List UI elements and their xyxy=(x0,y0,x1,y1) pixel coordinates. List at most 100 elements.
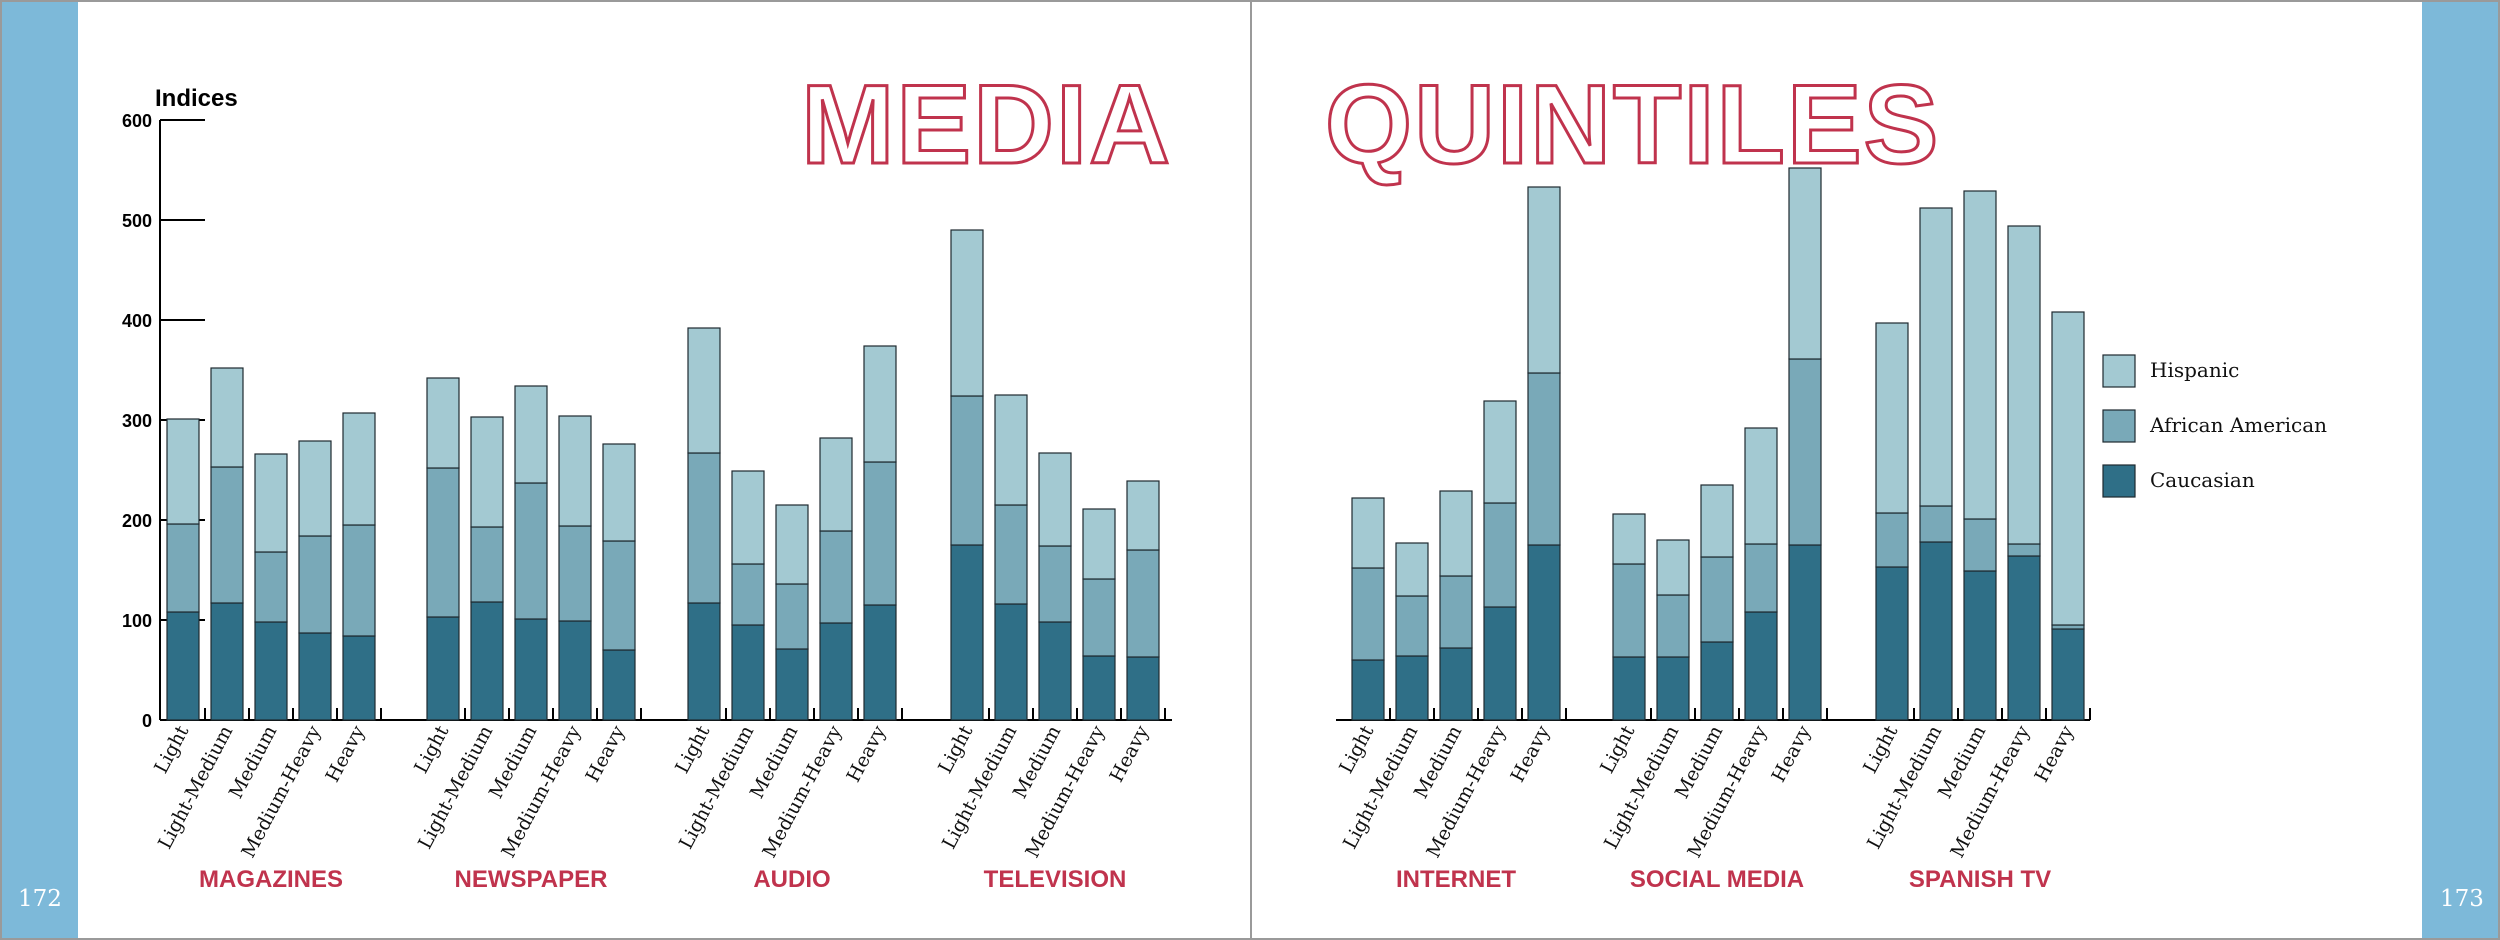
bar-segment-television-african-american xyxy=(994,504,1028,605)
bar-segment-audio-caucasian xyxy=(775,648,809,721)
bar-segment-newspaper-african-american xyxy=(514,482,548,620)
bar-segment-social-media-hispanic xyxy=(1612,513,1646,565)
bar-segment-magazines-caucasian xyxy=(298,632,332,721)
legend-label-hispanic: Hispanic xyxy=(2150,358,2239,382)
bar-segment-television-caucasian xyxy=(950,544,984,721)
bar-segment-spanish-tv-hispanic xyxy=(1875,322,1909,514)
x-tick-label: Light xyxy=(1596,722,1639,777)
page-gutter xyxy=(1250,0,1252,940)
bar-segment-spanish-tv-caucasian xyxy=(2051,628,2085,721)
bar-segment-social-media-caucasian xyxy=(1700,641,1734,721)
legend-swatch-caucasian xyxy=(2102,464,2136,498)
bar-segment-magazines-hispanic xyxy=(254,453,288,553)
bar-segment-social-media-caucasian xyxy=(1788,544,1822,721)
group-label-television: TELEVISION xyxy=(984,866,1127,893)
bar-segment-newspaper-african-american xyxy=(470,526,504,603)
group-label-internet: INTERNET xyxy=(1396,866,1516,893)
bar-segment-internet-caucasian xyxy=(1351,659,1385,721)
bar-segment-newspaper-caucasian xyxy=(470,601,504,721)
legend-label-caucasian: Caucasian xyxy=(2150,468,2255,492)
x-tick-label: Light xyxy=(1859,722,1902,777)
bar-segment-social-media-african-american xyxy=(1700,556,1734,643)
bar-segment-spanish-tv-hispanic xyxy=(1963,190,1997,520)
x-tick-label: Light xyxy=(1335,722,1378,777)
bar-segment-social-media-african-american xyxy=(1788,358,1822,546)
bar-segment-social-media-hispanic xyxy=(1700,484,1734,558)
bar-segment-newspaper-hispanic xyxy=(426,377,460,469)
bar-segment-audio-caucasian xyxy=(819,622,853,721)
bar-segment-newspaper-african-american xyxy=(602,540,636,651)
bar-segment-spanish-tv-caucasian xyxy=(1919,541,1953,721)
bar-segment-television-african-american xyxy=(1126,549,1160,658)
bar-segment-social-media-caucasian xyxy=(1744,611,1778,721)
bar-segment-audio-african-american xyxy=(731,563,765,626)
x-tick-label: Heavy xyxy=(1106,722,1154,786)
bar-segment-spanish-tv-african-american xyxy=(1875,512,1909,568)
chart-title-right: QUINTILES xyxy=(1325,62,1940,187)
bar-segment-magazines-caucasian xyxy=(254,621,288,721)
y-tick-label: 200 xyxy=(122,511,152,531)
bar-segment-newspaper-hispanic xyxy=(602,443,636,542)
bar-segment-newspaper-caucasian xyxy=(558,620,592,721)
bar-segment-audio-hispanic xyxy=(775,504,809,585)
y-tick-label: 0 xyxy=(142,711,152,731)
bar-segment-social-media-african-american xyxy=(1656,594,1690,658)
bar-segment-audio-african-american xyxy=(863,461,897,606)
left-page-sidebar xyxy=(0,0,78,940)
x-tick-label: Light xyxy=(671,722,714,777)
bar-segment-television-hispanic xyxy=(1082,508,1116,580)
bar-segment-internet-hispanic xyxy=(1483,400,1517,504)
left-page-number: 172 xyxy=(18,886,62,912)
bar-segment-television-caucasian xyxy=(1082,655,1116,721)
y-axis-title: Indices xyxy=(155,85,238,112)
bar-segment-social-media-hispanic xyxy=(1656,539,1690,596)
y-tick-label: 400 xyxy=(122,311,152,331)
bar-segment-television-hispanic xyxy=(950,229,984,397)
bar-segment-spanish-tv-caucasian xyxy=(1963,570,1997,721)
bar-segment-internet-hispanic xyxy=(1351,497,1385,569)
bar-segment-social-media-african-american xyxy=(1744,543,1778,613)
bar-segment-magazines-hispanic xyxy=(210,367,244,468)
bar-segment-social-media-caucasian xyxy=(1612,656,1646,721)
bar-segment-television-caucasian xyxy=(1038,621,1072,721)
x-tick-label: Heavy xyxy=(1507,722,1555,786)
right-page-sidebar xyxy=(2422,0,2500,940)
y-tick-label: 500 xyxy=(122,211,152,231)
bar-segment-internet-caucasian xyxy=(1439,647,1473,721)
bar-segment-audio-hispanic xyxy=(731,470,765,565)
bar-segment-television-caucasian xyxy=(1126,656,1160,721)
bar-segment-magazines-african-american xyxy=(254,551,288,623)
bar-segment-social-media-hispanic xyxy=(1788,167,1822,360)
bar-segment-newspaper-caucasian xyxy=(602,649,636,721)
bar-segment-magazines-african-american xyxy=(210,466,244,604)
bar-segment-spanish-tv-hispanic xyxy=(2007,225,2041,545)
bar-segment-television-hispanic xyxy=(994,394,1028,506)
x-tick-label: Heavy xyxy=(2031,722,2079,786)
bar-segment-television-hispanic xyxy=(1038,452,1072,547)
bar-segment-audio-hispanic xyxy=(687,327,721,454)
bar-segment-audio-caucasian xyxy=(687,602,721,721)
bar-segment-magazines-hispanic xyxy=(166,418,200,525)
bar-segment-audio-african-american xyxy=(819,530,853,624)
bar-segment-audio-hispanic xyxy=(863,345,897,463)
bar-segment-spanish-tv-african-american xyxy=(1963,518,1997,572)
bar-segment-magazines-african-american xyxy=(298,535,332,634)
bar-segment-social-media-african-american xyxy=(1612,563,1646,658)
bar-segment-newspaper-caucasian xyxy=(514,618,548,721)
bar-segment-newspaper-hispanic xyxy=(470,416,504,528)
bar-segment-newspaper-hispanic xyxy=(514,385,548,484)
bar-segment-newspaper-caucasian xyxy=(426,616,460,721)
x-tick-label: Heavy xyxy=(1768,722,1816,786)
bar-segment-audio-caucasian xyxy=(731,624,765,721)
group-label-newspaper: NEWSPAPER xyxy=(455,866,608,893)
bar-segment-television-hispanic xyxy=(1126,480,1160,551)
x-tick-label: Heavy xyxy=(322,722,370,786)
bar-segment-social-media-caucasian xyxy=(1656,656,1690,721)
x-tick-label: Heavy xyxy=(582,722,630,786)
y-tick-label: 600 xyxy=(122,111,152,131)
bar-segment-magazines-caucasian xyxy=(210,602,244,721)
bar-segment-newspaper-african-american xyxy=(558,525,592,622)
bar-segment-magazines-hispanic xyxy=(298,440,332,537)
